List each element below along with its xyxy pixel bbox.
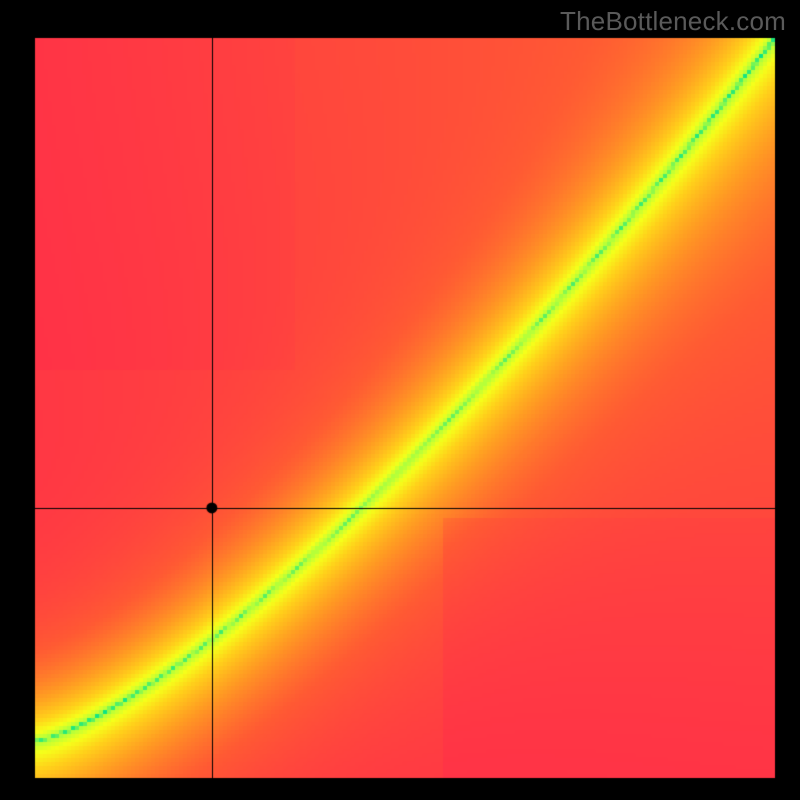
chart-container: TheBottleneck.com: [0, 0, 800, 800]
watermark-text: TheBottleneck.com: [560, 6, 786, 37]
bottleneck-heatmap: [0, 0, 800, 800]
